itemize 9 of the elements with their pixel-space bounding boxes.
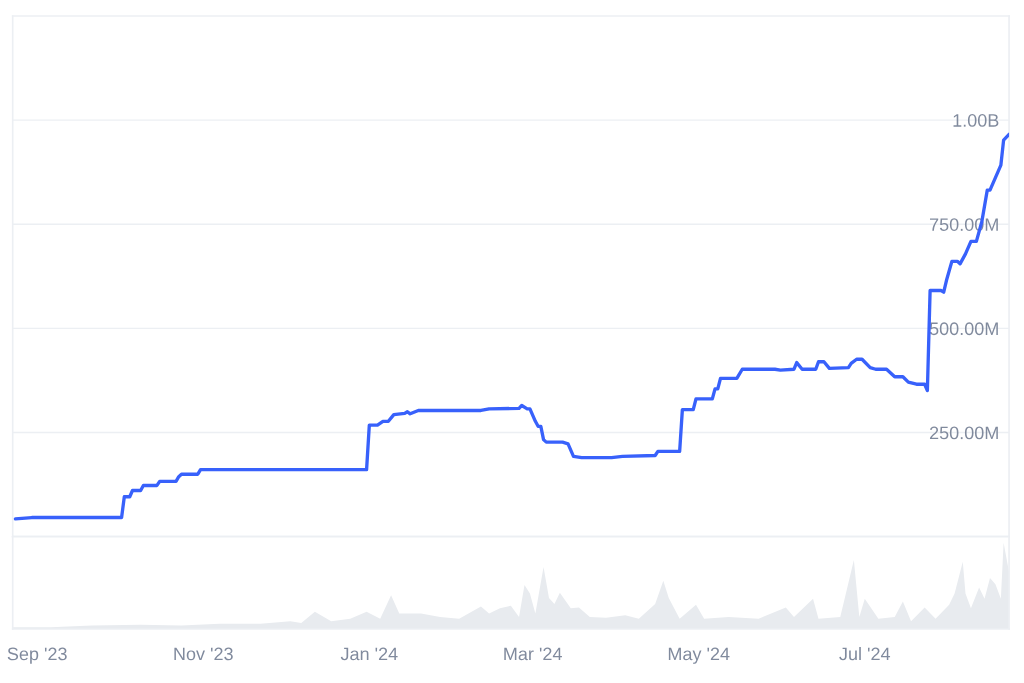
- y-tick-label: 1.00B: [953, 114, 999, 127]
- x-tick-label: Nov '23: [174, 647, 233, 661]
- y-tick-label: 250.00M: [929, 426, 998, 440]
- x-tick-label: Jul '24: [839, 647, 891, 661]
- x-tick-label: Mar '24: [504, 647, 562, 661]
- x-tick-label: Jan '24: [340, 647, 398, 661]
- line-series: [13, 132, 1010, 521]
- x-tick-label: Sep '23: [7, 647, 67, 664]
- x-tick-label: May '24: [668, 647, 730, 664]
